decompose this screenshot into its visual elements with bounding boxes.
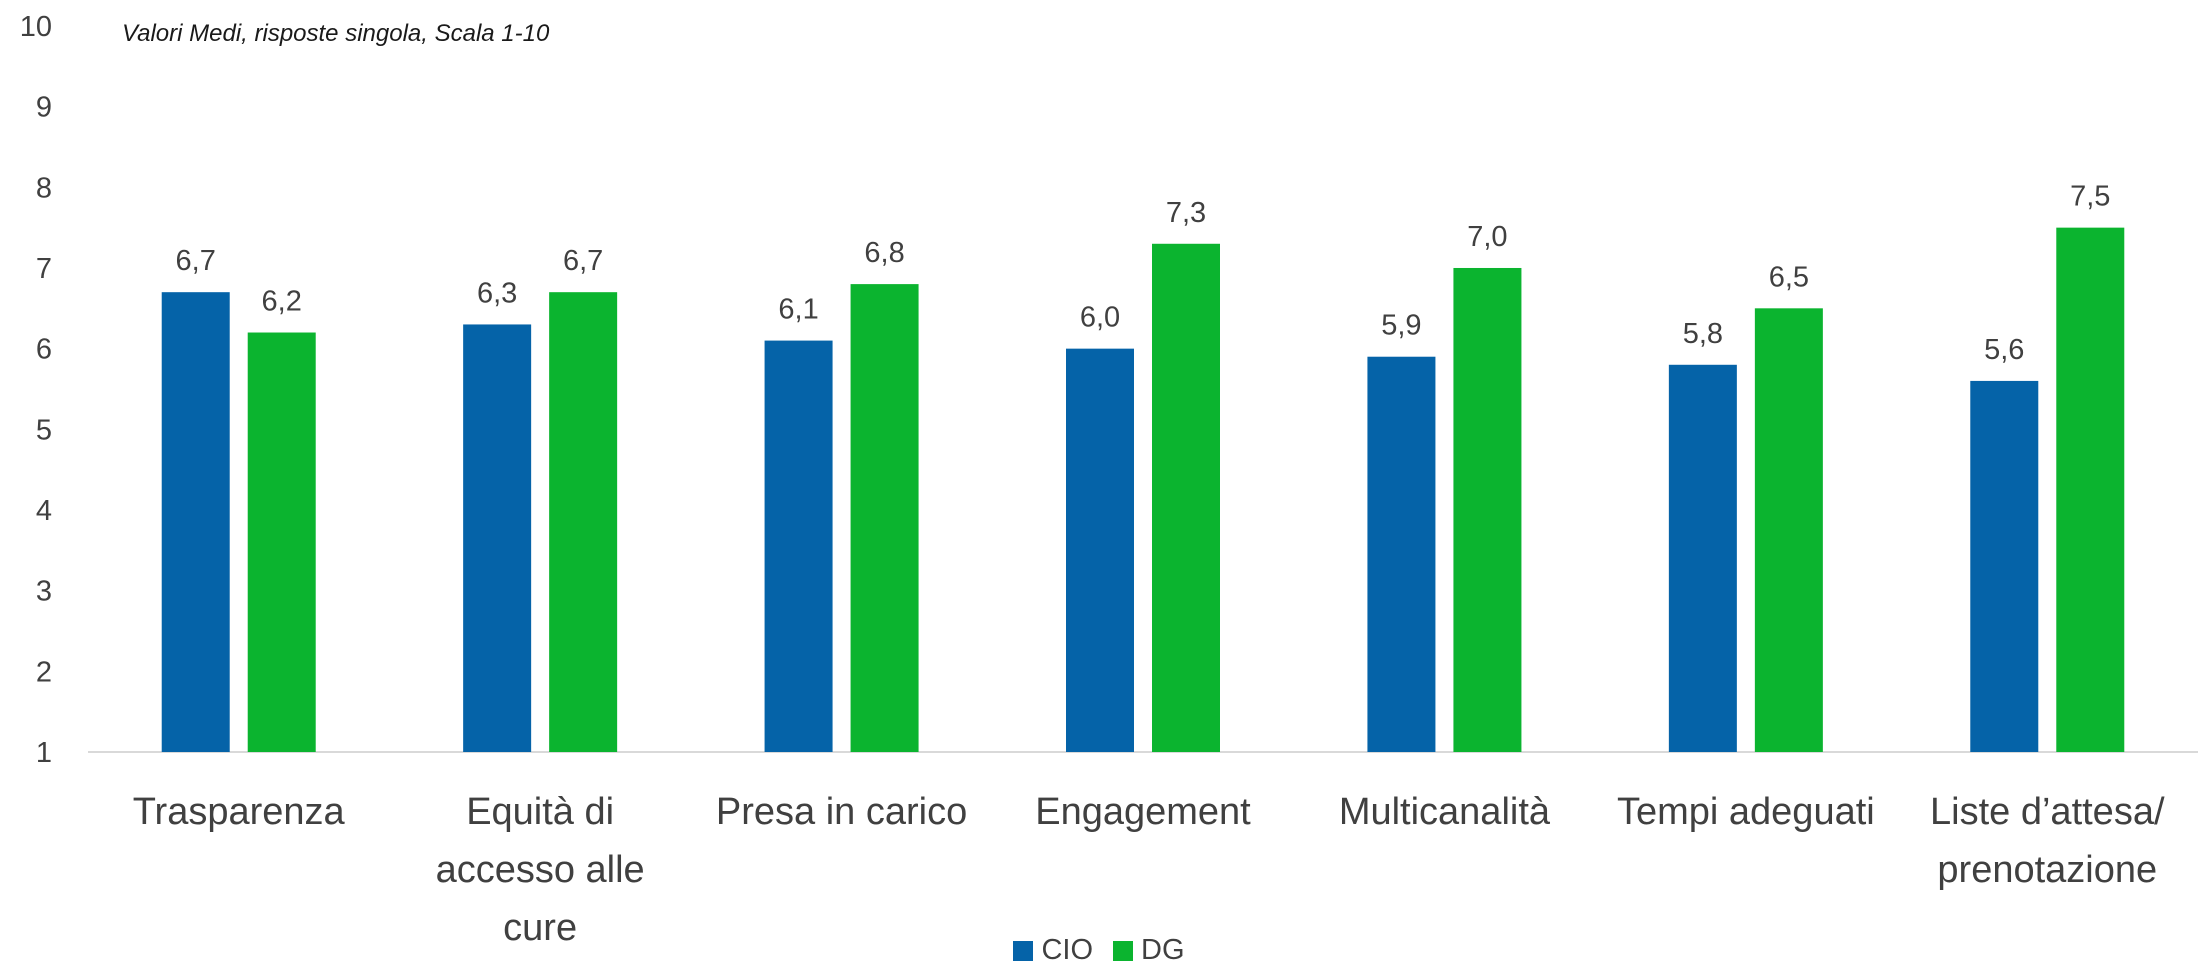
bar-dg: [247, 332, 316, 752]
data-label-cio: 5,8: [1683, 318, 1723, 350]
legend-item-cio: CIO: [1013, 934, 1093, 967]
y-tick-label: 6: [36, 334, 52, 366]
bar-cio: [1066, 348, 1134, 752]
y-tick-label: 5: [36, 414, 52, 446]
data-label-cio: 5,9: [1381, 310, 1421, 342]
bar-cio: [161, 292, 230, 752]
bar-dg: [549, 292, 618, 752]
legend-label-cio: CIO: [1041, 934, 1094, 966]
data-label-cio: 6,0: [1080, 302, 1120, 334]
x-category-label: prenotazione: [1937, 849, 2157, 891]
bar-cio: [1970, 380, 2039, 752]
x-category-label: Trasparenza: [133, 791, 346, 833]
bar-dg: [850, 284, 919, 752]
legend: CIO DG: [0, 934, 2198, 967]
bar-cio: [764, 340, 833, 752]
chart-subtitle: Valori Medi, risposte singola, Scala 1-1…: [122, 20, 550, 47]
bar-dg: [1754, 308, 1823, 752]
data-label-dg: 7,3: [1166, 197, 1206, 229]
data-label-dg: 7,0: [1467, 221, 1507, 253]
bar-dg: [2056, 227, 2125, 752]
x-category-label: cure: [503, 907, 577, 949]
x-category-label: Tempi adeguati: [1617, 791, 1875, 833]
bar-dg: [1453, 267, 1522, 752]
data-label-dg: 6,8: [864, 237, 904, 269]
bar-cio: [1367, 356, 1436, 752]
data-label-dg: 7,5: [2070, 181, 2110, 213]
data-label-dg: 6,2: [262, 286, 302, 318]
legend-label-dg: DG: [1141, 934, 1185, 966]
data-label-dg: 6,5: [1769, 261, 1809, 293]
x-category-label: Equità di: [466, 791, 614, 833]
y-tick-label: 2: [36, 656, 52, 688]
y-tick-label: 7: [36, 253, 52, 285]
y-tick-label: 9: [36, 92, 52, 124]
data-label-cio: 5,6: [1984, 334, 2024, 366]
data-label-cio: 6,7: [176, 245, 216, 277]
bar-cio: [1668, 364, 1737, 752]
bar-dg: [1152, 243, 1220, 753]
x-category-label: Multicanalità: [1339, 791, 1551, 833]
legend-swatch-cio: [1013, 940, 1034, 961]
x-category-label: Engagement: [1035, 791, 1251, 833]
data-label-cio: 6,3: [477, 277, 517, 309]
legend-swatch-dg: [1113, 940, 1134, 961]
x-category-label: Presa in carico: [716, 791, 967, 833]
y-tick-label: 8: [36, 172, 52, 204]
y-tick-label: 10: [20, 11, 52, 43]
y-tick-label: 3: [36, 576, 52, 608]
y-tick-label: 1: [36, 737, 52, 769]
bar-cio: [463, 324, 532, 752]
data-label-dg: 6,7: [563, 245, 603, 277]
data-label-cio: 6,1: [778, 294, 818, 326]
y-tick-label: 4: [36, 495, 52, 527]
x-category-label: Liste d’attesa/: [1930, 791, 2165, 833]
legend-item-dg: DG: [1113, 934, 1185, 967]
x-category-label: accesso alle: [436, 849, 645, 891]
